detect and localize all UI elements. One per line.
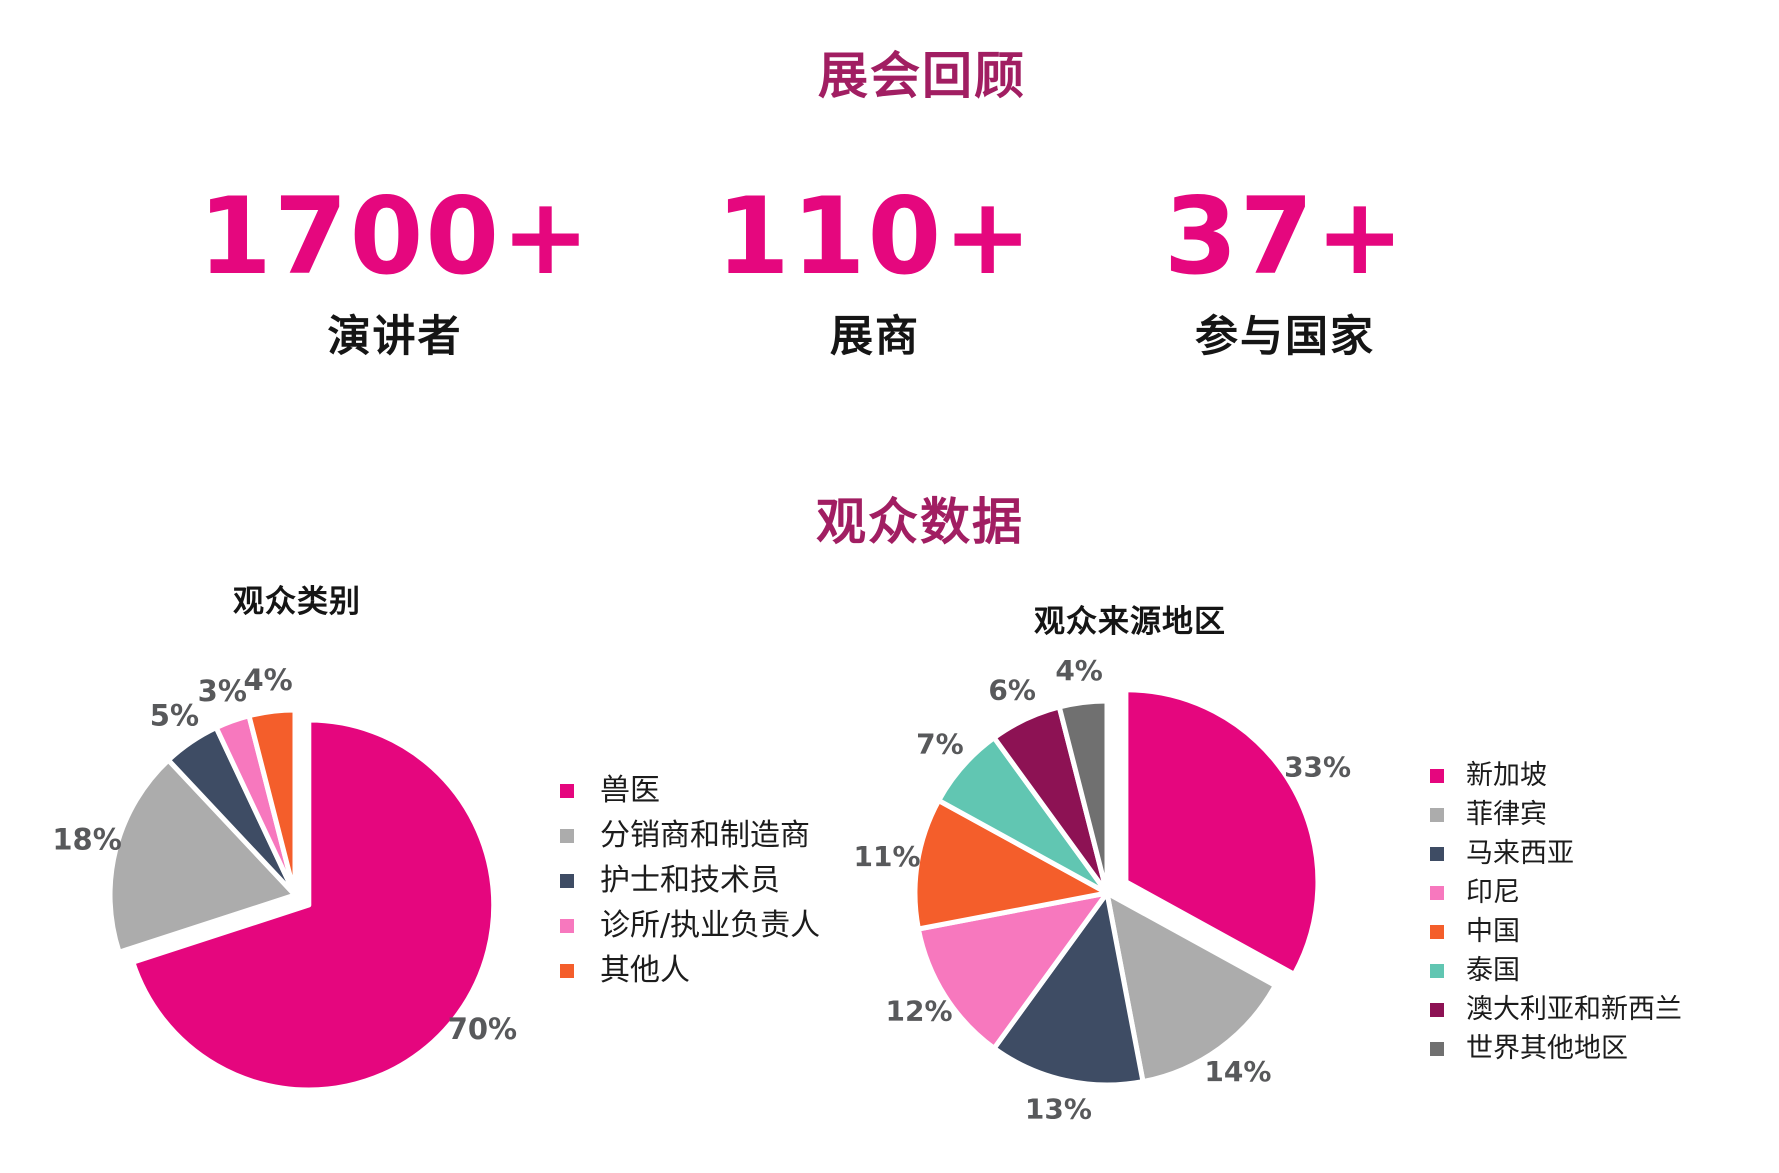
- pie-percent-label-1-3: 12%: [885, 994, 952, 1027]
- pie-percent-label-1-5: 7%: [916, 728, 964, 761]
- stat-speakers-value: 1700+: [198, 175, 592, 298]
- pie-slice-0-4: [246, 707, 298, 898]
- page-title: 展会回顾: [818, 47, 1026, 105]
- legend-swatch: [560, 963, 574, 978]
- legend-label: 其他人: [600, 953, 690, 988]
- legend-label: 马来西亚: [1466, 838, 1574, 869]
- pie-percent-label-0-3: 3%: [198, 674, 247, 708]
- pie-slice-1-0: [1123, 687, 1321, 977]
- legend-item: 印尼: [1430, 879, 1682, 907]
- legend-audience-region: 新加坡菲律宾马来西亚印尼中国泰国澳大利亚和新西兰 世界其他地区: [1430, 762, 1682, 1074]
- legend-item: 世界其他地区: [1430, 1035, 1682, 1063]
- pie-slice-1-2: [991, 890, 1146, 1088]
- pie-percent-label-1-6: 6%: [988, 674, 1036, 707]
- legend-item: 菲律宾: [1430, 801, 1682, 829]
- stat-countries: 37+ 参与国家: [1164, 184, 1406, 364]
- legend-swatch: [1430, 1003, 1444, 1017]
- legend-label: 新加坡: [1466, 760, 1547, 791]
- stat-exhibitors-value: 110+: [715, 175, 1035, 298]
- legend-label: 世界其他地区: [1466, 1033, 1628, 1064]
- legend-swatch: [1430, 847, 1444, 861]
- legend-item: 分销商和制造商: [560, 820, 820, 851]
- legend-swatch: [1430, 1042, 1444, 1056]
- legend-item: 泰国: [1430, 957, 1682, 985]
- legend-label: 中国: [1466, 916, 1520, 947]
- pie-percent-label-1-0: 33%: [1284, 750, 1351, 783]
- legend-item: 兽医: [560, 775, 820, 806]
- pie-percent-label-1-1: 14%: [1204, 1055, 1271, 1088]
- pie-slice-1-1: [1104, 890, 1278, 1085]
- pie-chart-audience-region: 33% 14% 13% 12% 11% 7% 6% 4%: [853, 654, 1351, 1125]
- pie-chart-audience-category: 70% 18% 5%3%4%: [52, 663, 517, 1093]
- pie-slice-1-4: [912, 798, 1110, 932]
- pie-percent-label-0-4: 4%: [243, 663, 292, 697]
- stat-countries-value: 37+: [1163, 175, 1407, 298]
- legend-item: 诊所/执业负责人: [560, 910, 820, 941]
- pie-slice-0-1: [107, 757, 298, 955]
- legend-item: 澳大利亚和新西兰: [1430, 996, 1682, 1024]
- legend-swatch: [560, 918, 574, 933]
- legend-label: 印尼: [1466, 877, 1520, 908]
- stat-exhibitors: 110+ 展商: [716, 184, 1034, 364]
- pie-percent-label-1-4: 11%: [853, 840, 920, 873]
- legend-item: 其他人: [560, 955, 820, 986]
- legend-swatch: [1430, 769, 1444, 783]
- legend-item: 中国: [1430, 918, 1682, 946]
- pie-slice-1-7: [1056, 698, 1110, 896]
- legend-item: 马来西亚: [1430, 840, 1682, 868]
- legend-label: 泰国: [1466, 955, 1520, 986]
- stat-speakers: 1700+ 演讲者: [198, 184, 592, 364]
- pie-slice-1-3: [915, 890, 1110, 1051]
- legend-label: 分销商和制造商: [600, 818, 810, 853]
- pie-percent-label-1-2: 13%: [1025, 1092, 1092, 1125]
- legend-swatch: [1430, 808, 1444, 822]
- stat-speakers-label: 演讲者: [327, 312, 463, 362]
- pie-percent-label-1-7: 4%: [1055, 654, 1103, 687]
- legend-item: 新加坡: [1430, 762, 1682, 790]
- legend-swatch: [1430, 886, 1444, 900]
- pie-percent-label-0-0: 70%: [448, 1012, 517, 1046]
- legend-swatch: [1430, 925, 1444, 939]
- stat-countries-label: 参与国家: [1194, 312, 1375, 362]
- chart-title-audience-category: 观众类别: [233, 584, 361, 620]
- legend-swatch: [560, 828, 574, 843]
- stat-exhibitors-label: 展商: [830, 312, 920, 362]
- legend-label: 菲律宾: [1466, 799, 1547, 830]
- legend-item: 护士和技术员: [560, 865, 820, 896]
- section-title-audience-data: 观众数据: [816, 493, 1024, 551]
- pie-percent-label-0-2: 5%: [150, 699, 199, 733]
- legend-label: 兽医: [600, 773, 660, 808]
- legend-label: 诊所/执业负责人: [600, 908, 821, 943]
- chart-title-audience-region: 观众来源地区: [1034, 604, 1226, 640]
- legend-audience-category: 兽医分销商和制造商 护士和技术员诊所/执业负责人 其他人: [560, 775, 820, 1000]
- legend-label: 澳大利亚和新西兰: [1466, 994, 1682, 1025]
- legend-swatch: [560, 873, 574, 888]
- legend-swatch: [1430, 964, 1444, 978]
- legend-label: 护士和技术员: [600, 863, 780, 898]
- pie-slice-0-0: [130, 717, 497, 1093]
- legend-swatch: [560, 783, 574, 798]
- pie-percent-label-0-1: 18%: [52, 823, 121, 857]
